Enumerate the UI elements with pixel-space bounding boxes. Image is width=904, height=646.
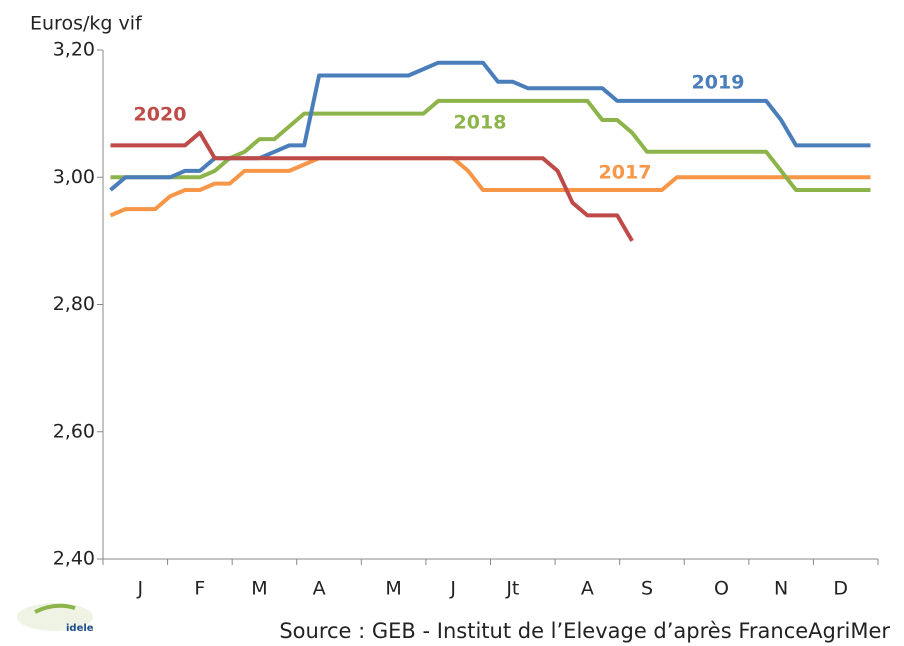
series-label: 2019 [692, 72, 745, 94]
source-note: Source : GEB - Institut de l’Elevage d’a… [279, 619, 890, 643]
series-line [110, 98, 871, 192]
series-label: 2018 [454, 112, 507, 134]
x-tick-label: M [251, 578, 267, 600]
x-tick-label: J [449, 578, 456, 600]
x-tick-label: A [581, 578, 594, 600]
y-tick-label: 3,20 [53, 39, 95, 61]
logo-text: idele [66, 623, 94, 634]
x-tick-label: O [714, 578, 729, 600]
x-tick-label: M [385, 578, 401, 600]
x-tick-label: Jt [505, 578, 519, 600]
y-tick-label: 3,00 [53, 166, 95, 188]
x-tick-label: A [313, 578, 326, 600]
logo-swoosh [34, 603, 76, 614]
series-line [110, 130, 634, 242]
x-tick-label: N [774, 578, 788, 600]
series-label: 2020 [134, 104, 187, 126]
x-tick-label: F [194, 578, 205, 600]
x-tick-label: S [641, 578, 653, 600]
series-line [109, 156, 871, 218]
y-tick-label: 2,80 [53, 293, 95, 315]
y-axis-label: Euros/kg vif [30, 13, 143, 35]
series-label: 2017 [599, 162, 652, 184]
y-tick-label: 2,60 [53, 420, 95, 442]
y-tick-label: 2,40 [53, 548, 95, 570]
logo: idele [17, 603, 94, 634]
x-tick-label: J [136, 578, 143, 600]
x-tick-label: D [833, 578, 848, 600]
